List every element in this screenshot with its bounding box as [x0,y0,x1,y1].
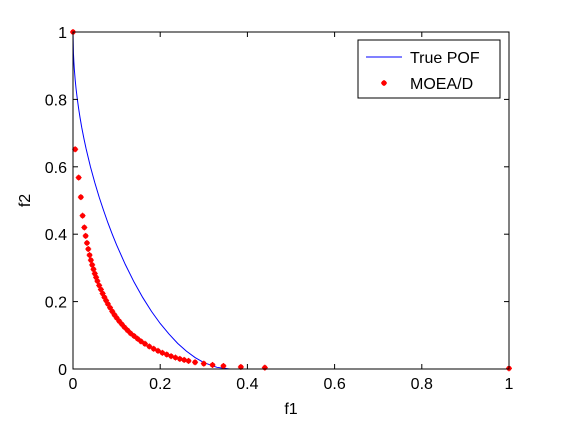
series-marker-moead [146,343,153,350]
x-tick-label: 0.6 [323,376,345,393]
x-tick-label: 0.4 [236,376,258,393]
x-tick-label: 1 [505,376,514,393]
series-marker-moead [79,212,86,219]
series-marker-moead [192,359,199,366]
series-marker-moead [81,224,88,231]
x-tick-label: 0.2 [149,376,171,393]
series-marker-moead [90,266,97,273]
legend: True POF MOEA/D [357,39,501,99]
y-tick-label: 0.6 [45,160,67,177]
legend-label: MOEA/D [410,76,473,93]
series-marker-moead [172,354,179,361]
series-marker-moead [181,356,188,363]
series-marker-moead [168,353,175,360]
series-marker-moead [86,252,93,259]
series-marker-moead [91,270,98,277]
series-marker-moead [237,363,244,370]
series-marker-moead [220,362,227,369]
y-tick-label: 1 [58,25,67,42]
series-marker-moead [83,239,90,246]
series-marker-moead [77,194,84,201]
series-marker-moead [209,361,216,368]
series-marker-moead [159,349,166,356]
series-marker-moead [82,232,89,239]
series-marker-moead [141,340,148,347]
x-tick-label: 0 [69,376,78,393]
legend-box [357,39,501,99]
series-marker-moead [85,246,92,253]
legend-label: True POF [410,50,480,67]
series-marker-moead [72,146,79,153]
series-marker-moead [87,257,94,264]
series-marker-moead [155,347,162,354]
y-tick-label: 0.8 [45,92,67,109]
series-marker-moead [113,314,120,321]
series-marker-moead [89,261,96,268]
x-axis-label: f1 [284,401,297,418]
x-tick-label: 0.8 [411,376,433,393]
series-marker-moead [163,351,170,358]
axes-box [72,31,510,370]
series-marker-moead [176,355,183,362]
series-marker-moead [94,278,101,285]
y-tick-label: 0 [58,362,67,379]
y-axis-label: f2 [17,194,34,207]
series-marker-moead [138,338,145,345]
series-marker-moead [150,345,157,352]
y-tick-label: 0.2 [45,295,67,312]
legend-marker-swatch [381,80,387,86]
y-tick-label: 0.4 [45,227,67,244]
series-marker-moead [200,360,207,367]
series-marker-moead [185,357,192,364]
series-marker-moead [75,174,82,181]
